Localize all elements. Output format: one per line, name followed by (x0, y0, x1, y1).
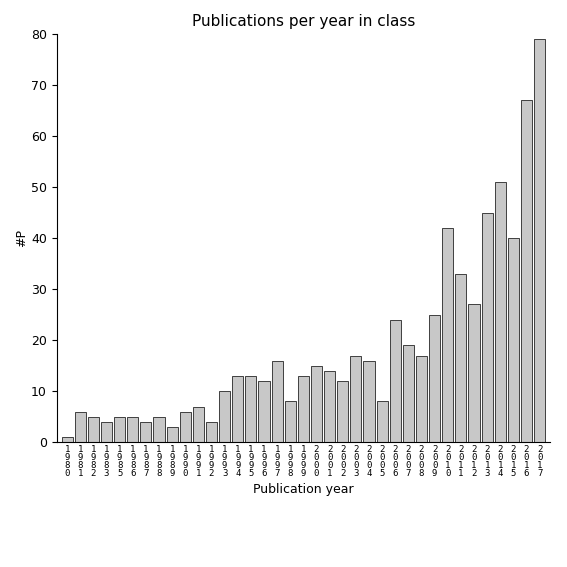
Bar (259, 381, 269, 442)
Bar (311, 366, 322, 442)
Bar (75, 412, 86, 442)
Bar (114, 417, 125, 442)
Bar (494, 182, 506, 442)
Title: Publications per year in class: Publications per year in class (192, 14, 415, 29)
Bar (285, 401, 296, 442)
Bar (88, 417, 99, 442)
Bar (101, 422, 112, 442)
Bar (167, 427, 177, 442)
X-axis label: Publication year: Publication year (253, 484, 354, 497)
Bar (534, 39, 545, 442)
Bar (337, 381, 348, 442)
Bar (376, 401, 388, 442)
Bar (508, 238, 519, 442)
Bar (442, 228, 453, 442)
Bar (272, 361, 283, 442)
Bar (390, 320, 401, 442)
Bar (127, 417, 138, 442)
Bar (246, 376, 256, 442)
Bar (416, 356, 427, 442)
Bar (219, 391, 230, 442)
Bar (468, 304, 480, 442)
Bar (62, 437, 73, 442)
Bar (206, 422, 217, 442)
Bar (140, 422, 151, 442)
Bar (403, 345, 414, 442)
Y-axis label: #P: #P (15, 229, 28, 247)
Bar (324, 371, 335, 442)
Bar (481, 213, 493, 442)
Bar (180, 412, 191, 442)
Bar (521, 100, 532, 442)
Bar (350, 356, 361, 442)
Bar (298, 376, 309, 442)
Bar (193, 407, 204, 442)
Bar (455, 274, 467, 442)
Bar (232, 376, 243, 442)
Bar (363, 361, 375, 442)
Bar (429, 315, 440, 442)
Bar (154, 417, 164, 442)
